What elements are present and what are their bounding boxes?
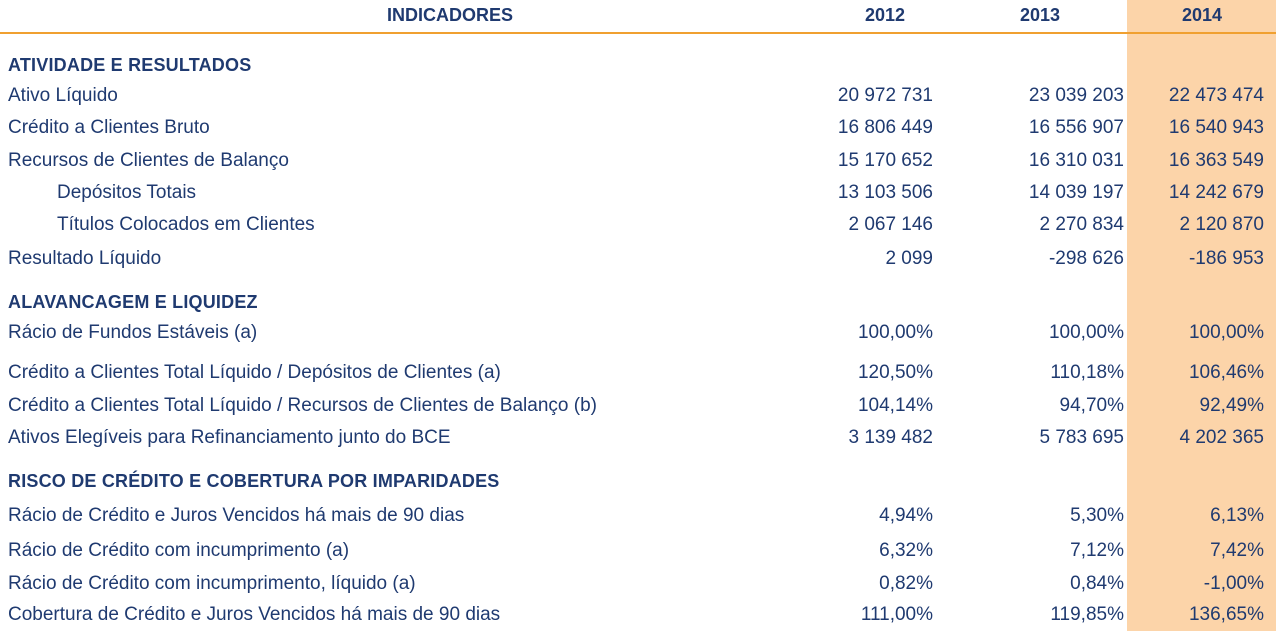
value-2012: 20 972 731 — [838, 85, 933, 107]
table-header: INDICADORES 2012 2013 2014 — [0, 0, 1276, 34]
value-2013: 16 310 031 — [1029, 150, 1124, 172]
table-row: Crédito a Clientes Bruto 16 806 449 16 556… — [0, 111, 1276, 144]
section-header: ALAVANCAGEM E LIQUIDEZ — [0, 283, 1276, 316]
section-header: RISCO DE CRÉDITO E COBERTURA POR IMPARID… — [0, 462, 1276, 495]
row-label: Rácio de Crédito e Juros Vencidos há mai… — [8, 505, 464, 527]
table-row: Ativo Líquido 20 972 731 23 039 203 22 473 … — [0, 79, 1276, 112]
row-label: Rácio de Fundos Estáveis (a) — [8, 322, 257, 344]
value-2012: 100,00% — [858, 322, 933, 344]
value-2014: 100,00% — [1189, 322, 1264, 344]
row-label: Títulos Colocados em Clientes — [57, 214, 315, 236]
section-header: ATIVIDADE E RESULTADOS — [0, 46, 1276, 79]
value-2013: 16 556 907 — [1029, 117, 1124, 139]
value-2013: 23 039 203 — [1029, 85, 1124, 107]
value-2012: 3 139 482 — [848, 427, 933, 449]
section-title: ATIVIDADE E RESULTADOS — [8, 55, 251, 76]
table-row: Rácio de Fundos Estáveis (a) 100,00% 100,0… — [0, 316, 1276, 349]
row-label: Ativo Líquido — [8, 85, 118, 107]
value-2013: 5 783 695 — [1039, 427, 1124, 449]
value-2013: 7,12% — [1070, 540, 1124, 562]
header-year-2014: 2014 — [1147, 5, 1257, 26]
value-2014: 7,42% — [1210, 540, 1264, 562]
row-label: Ativos Elegíveis para Refinanciamento ju… — [8, 427, 451, 449]
value-2014: 14 242 679 — [1169, 182, 1264, 204]
header-year-2013: 2013 — [985, 5, 1095, 26]
section-title: RISCO DE CRÉDITO E COBERTURA POR IMPARID… — [8, 471, 500, 492]
value-2012: 15 170 652 — [838, 150, 933, 172]
row-label: Resultado Líquido — [8, 248, 161, 270]
table-row: Crédito a Clientes Total Líquido / Recur… — [0, 389, 1276, 422]
value-2014: 92,49% — [1200, 395, 1264, 417]
table-row: Resultado Líquido 2 099 -298 626 -186 953 — [0, 242, 1276, 275]
row-label: Crédito a Clientes Bruto — [8, 117, 210, 139]
value-2014: -186 953 — [1189, 248, 1264, 270]
row-label: Depósitos Totais — [57, 182, 196, 204]
value-2012: 111,00% — [861, 604, 933, 626]
table-row: Rácio de Crédito com incumprimento (a) 6,… — [0, 534, 1276, 567]
value-2014: 16 363 549 — [1169, 150, 1264, 172]
value-2012: 6,32% — [879, 540, 933, 562]
row-label: Crédito a Clientes Total Líquido / Recur… — [8, 395, 597, 417]
value-2013: 119,85% — [1050, 604, 1124, 626]
value-2012: 2 099 — [885, 248, 933, 270]
row-label: Rácio de Crédito com incumprimento (a) — [8, 540, 349, 562]
row-label: Rácio de Crédito com incumprimento, líqu… — [8, 573, 416, 595]
value-2014: 2 120 870 — [1179, 214, 1264, 236]
value-2014: 6,13% — [1210, 505, 1264, 527]
value-2013: 94,70% — [1060, 395, 1124, 417]
table-row: Rácio de Crédito com incumprimento, líqu… — [0, 567, 1276, 600]
header-indicators: INDICADORES — [260, 5, 640, 26]
value-2013: 0,84% — [1070, 573, 1124, 595]
value-2014: 16 540 943 — [1169, 117, 1264, 139]
section-title: ALAVANCAGEM E LIQUIDEZ — [8, 292, 258, 313]
value-2014: 22 473 474 — [1169, 85, 1264, 107]
row-label: Crédito a Clientes Total Líquido / Depós… — [8, 362, 501, 384]
value-2013: 5,30% — [1070, 505, 1124, 527]
value-2012: 104,14% — [858, 395, 933, 417]
table-row: Ativos Elegíveis para Refinanciamento ju… — [0, 421, 1276, 454]
value-2012: 0,82% — [879, 573, 933, 595]
table-row: Crédito a Clientes Total Líquido / Depós… — [0, 356, 1276, 389]
value-2014: 106,46% — [1189, 362, 1264, 384]
value-2014: -1,00% — [1204, 573, 1264, 595]
value-2013: -298 626 — [1049, 248, 1124, 270]
table-row: Cobertura de Crédito e Juros Vencidos há… — [0, 598, 1276, 631]
value-2012: 16 806 449 — [838, 117, 933, 139]
table-row: Depósitos Totais 13 103 506 14 039 197 14 2… — [0, 176, 1276, 209]
table-row: Rácio de Crédito e Juros Vencidos há mai… — [0, 499, 1276, 532]
value-2012: 2 067 146 — [848, 214, 933, 236]
value-2012: 13 103 506 — [838, 182, 933, 204]
value-2012: 4,94% — [879, 505, 933, 527]
row-label: Recursos de Clientes de Balanço — [8, 150, 289, 172]
header-year-2012: 2012 — [830, 5, 940, 26]
value-2013: 100,00% — [1049, 322, 1124, 344]
value-2014: 4 202 365 — [1179, 427, 1264, 449]
value-2014: 136,65% — [1189, 604, 1264, 626]
value-2013: 14 039 197 — [1029, 182, 1124, 204]
row-label: Cobertura de Crédito e Juros Vencidos há… — [8, 604, 500, 626]
table-row: Recursos de Clientes de Balanço 15 170 65… — [0, 144, 1276, 177]
value-2012: 120,50% — [858, 362, 933, 384]
value-2013: 110,18% — [1050, 362, 1124, 384]
value-2013: 2 270 834 — [1039, 214, 1124, 236]
table-row: Títulos Colocados em Clientes 2 067 146 2 … — [0, 208, 1276, 241]
